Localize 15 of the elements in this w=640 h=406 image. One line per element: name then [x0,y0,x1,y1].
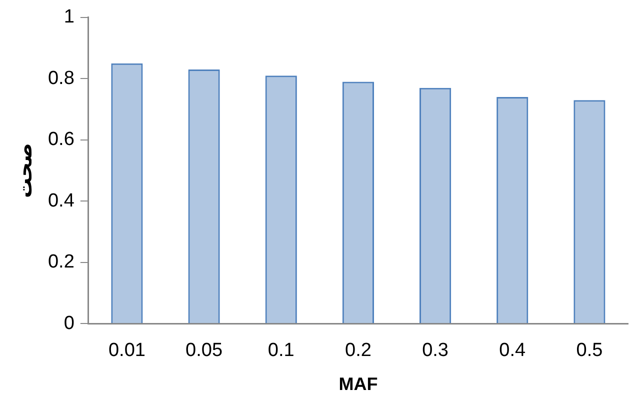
x-axis-title: MAF [338,374,378,394]
x-tick-label: 0.4 [499,340,526,362]
x-tick-label: 0.1 [268,340,294,362]
y-tick-label: 0.6 [48,129,74,150]
x-tick-label: 0.01 [108,340,146,362]
x-tick-label: 0.5 [576,340,603,362]
y-axis-title: صحت [14,143,37,198]
y-tick-label: 0.4 [48,190,75,212]
x-tick-label: 0.3 [422,340,448,362]
y-tick-label: 1 [64,6,74,28]
y-tick-label: 0 [64,312,74,334]
x-tick-label: 0.05 [186,340,223,362]
y-tick-label: 0.8 [48,68,74,89]
x-tick-label: 0.2 [344,340,372,362]
y-tick-label: 0.2 [48,252,74,273]
